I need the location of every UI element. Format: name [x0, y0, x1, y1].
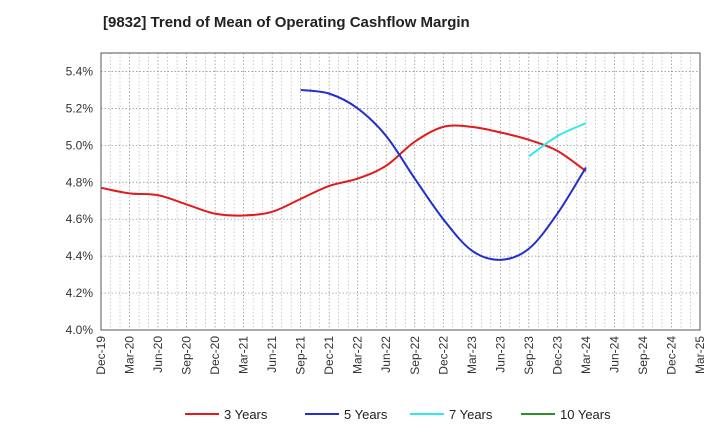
x-tick-label: Mar-25	[693, 336, 707, 374]
legend: 3 Years 5 Years 7 Years 10 Years	[185, 407, 611, 422]
y-axis-ticks: 4.0% 4.2% 4.4% 4.6% 4.8% 5.0% 5.2% 5.4%	[66, 64, 94, 337]
y-tick-label: 5.0%	[66, 138, 94, 152]
y-tick-label: 4.0%	[66, 323, 94, 337]
y-tick-label: 5.4%	[66, 64, 94, 78]
x-tick-label: Mar-23	[465, 336, 479, 374]
x-tick-label: Jun-24	[607, 336, 621, 373]
plot-frame	[100, 52, 701, 331]
x-tick-label: Mar-22	[351, 336, 365, 374]
x-tick-label: Mar-24	[579, 336, 593, 374]
x-tick-label: Dec-21	[322, 336, 336, 375]
x-tick-label: Dec-19	[94, 336, 108, 375]
x-axis-ticks: Dec-19 Mar-20 Jun-20 Sep-20 Dec-20 Mar-21 Jun-…	[94, 336, 707, 375]
legend-label: 3 Years	[224, 407, 268, 422]
x-tick-label: Sep-21	[294, 336, 308, 375]
series-line-7-years	[528, 122, 587, 158]
x-tick-label: Dec-22	[436, 336, 450, 375]
y-tick-label: 4.8%	[66, 175, 94, 189]
x-tick-label: Jun-23	[493, 336, 507, 373]
x-tick-label: Jun-20	[151, 336, 165, 373]
series-lines	[100, 88, 587, 261]
legend-label: 10 Years	[560, 407, 611, 422]
y-tick-label: 4.2%	[66, 286, 94, 300]
y-tick-label: 4.4%	[66, 249, 94, 263]
x-tick-label: Sep-23	[522, 336, 536, 375]
chart-title: [9832] Trend of Mean of Operating Cashfl…	[103, 14, 470, 31]
legend-label: 7 Years	[449, 407, 493, 422]
x-tick-label: Sep-20	[180, 336, 194, 375]
series-line-3-years	[100, 124, 587, 217]
y-tick-label: 5.2%	[66, 101, 94, 115]
x-tick-label: Dec-20	[208, 336, 222, 375]
series-line-5-years	[300, 88, 587, 261]
x-tick-label: Mar-21	[237, 336, 251, 374]
x-tick-label: Sep-24	[636, 336, 650, 375]
grid	[100, 53, 701, 331]
x-tick-label: Jun-21	[265, 336, 279, 373]
plot-area-border	[100, 52, 701, 331]
x-tick-label: Dec-23	[550, 336, 564, 375]
x-tick-label: Sep-22	[408, 336, 422, 375]
x-tick-label: Jun-22	[379, 336, 393, 373]
y-tick-label: 4.6%	[66, 212, 94, 226]
x-tick-label: Mar-20	[123, 336, 137, 374]
legend-label: 5 Years	[344, 407, 388, 422]
x-tick-label: Dec-24	[664, 336, 678, 375]
